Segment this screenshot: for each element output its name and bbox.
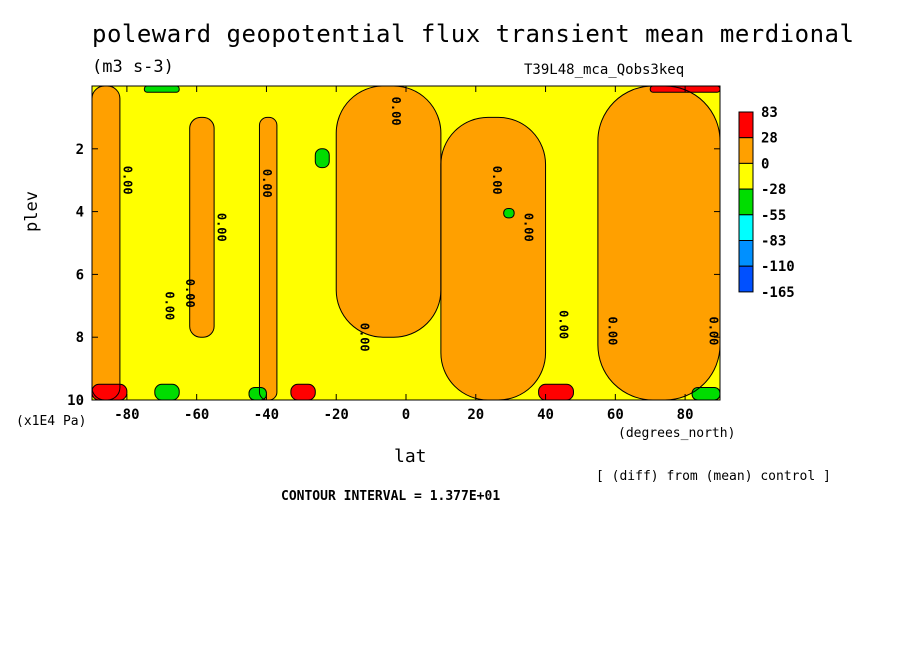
legend-label-1: 28 <box>761 131 778 147</box>
region-positive-4 <box>440 117 546 400</box>
region-high-8 <box>538 384 574 400</box>
legend-label-4: -55 <box>761 208 786 224</box>
legend-swatch-4 <box>738 214 754 242</box>
contour-line-2 <box>258 116 278 400</box>
contour-label-8: 0.00 <box>522 213 536 242</box>
contour-label-1: 0.00 <box>162 291 176 320</box>
contour-line-5 <box>597 86 720 400</box>
x-tick-label-6: 40 <box>537 407 554 423</box>
contour-label-11: 0.00 <box>707 316 721 345</box>
x-tick-label-8: 80 <box>677 407 694 423</box>
y-tick-label-0: 2 <box>76 142 84 158</box>
axes: -80 -60 -40 -20 0 20 40 60 80 2 4 6 8 10 <box>67 86 720 423</box>
contour-line-13 <box>248 386 267 400</box>
contour-fills <box>92 86 720 400</box>
legend-label-0: 83 <box>761 105 778 121</box>
legend-label-6: -110 <box>761 259 795 275</box>
contour-line-9 <box>649 86 720 93</box>
x-tick-label-1: -60 <box>184 407 209 423</box>
footnote: [ (diff) from (mean) control ] <box>596 469 831 484</box>
chart-units: (m3 s-3) <box>92 57 174 77</box>
run-label: T39L48_mca_Qobs3keq <box>524 62 685 78</box>
contour-label-4: 0.00 <box>260 169 274 198</box>
x-tick-label-5: 20 <box>467 407 484 423</box>
chart-title: poleward geopotential flux transient mea… <box>92 20 855 48</box>
contour-label-3: 0.00 <box>215 213 229 242</box>
contour-label-5: 0.00 <box>358 323 372 352</box>
x-tick-label-0: -80 <box>114 407 139 423</box>
contour-label-0: 0.00 <box>120 166 134 195</box>
contour-line-0 <box>92 86 121 400</box>
region-negative-10 <box>315 148 330 168</box>
contour-line-1 <box>189 116 215 338</box>
region-negative-15 <box>692 387 720 400</box>
region-negative-13 <box>249 387 267 400</box>
x-tick-label-4: 0 <box>402 407 410 423</box>
region-positive-1 <box>189 117 215 338</box>
contour-line-11 <box>143 86 180 93</box>
contour-label-2: 0.00 <box>183 279 197 308</box>
y-tick-label-1: 4 <box>76 205 84 221</box>
x-tick-label-7: 60 <box>607 407 624 423</box>
legend-label-3: -28 <box>761 182 786 198</box>
y-tick-label-3: 8 <box>76 330 84 346</box>
legend-label-7: -165 <box>761 285 795 301</box>
contour-label-9: 0.00 <box>557 310 571 339</box>
region-negative-12 <box>154 384 180 400</box>
y-tick-label-2: 6 <box>76 267 84 283</box>
region-positive-3 <box>336 86 441 338</box>
y-axis-units: (x1E4 Pa) <box>16 414 87 429</box>
legend-label-5: -83 <box>761 234 786 250</box>
region-high-6 <box>92 384 127 400</box>
legend-swatch-2 <box>738 162 754 190</box>
x-tick-label-2: -40 <box>254 407 279 423</box>
legend-swatch-1 <box>738 137 754 164</box>
legend-swatch-3 <box>738 188 754 216</box>
contour-label-10: 0.00 <box>605 316 619 345</box>
contour-line-4 <box>440 116 547 400</box>
y-tick-label-4: 10 <box>67 393 84 409</box>
legend-swatch-0 <box>738 111 754 139</box>
region-positive-5 <box>597 86 720 400</box>
x-axis-label: lat <box>394 446 427 467</box>
contour-label-7: 0.00 <box>490 166 504 195</box>
region-positive-2 <box>259 117 277 400</box>
color-legend: 83 28 0 -28 -55 -83 -110 -165 <box>738 105 795 301</box>
region-high-7 <box>290 384 316 400</box>
region-positive-0 <box>92 86 120 400</box>
contour-label-6: 0.00 <box>389 97 403 126</box>
legend-swatch-5 <box>738 240 754 267</box>
region-negative-14 <box>503 208 515 218</box>
contour-labels: 0.00 0.00 0.00 0.00 0.00 0.00 0.00 0.00 0.00 0.00… <box>120 97 720 352</box>
x-axis-units: (degrees_north) <box>618 426 736 441</box>
region-negative-11 <box>144 86 180 93</box>
legend-swatch-6 <box>738 265 754 293</box>
contour-line-14 <box>503 207 515 219</box>
contour-line-10 <box>314 148 330 169</box>
contour-interval: CONTOUR INTERVAL = 1.377E+01 <box>281 489 501 504</box>
legend-label-2: 0 <box>761 156 769 172</box>
x-tick-label-3: -20 <box>324 407 349 423</box>
